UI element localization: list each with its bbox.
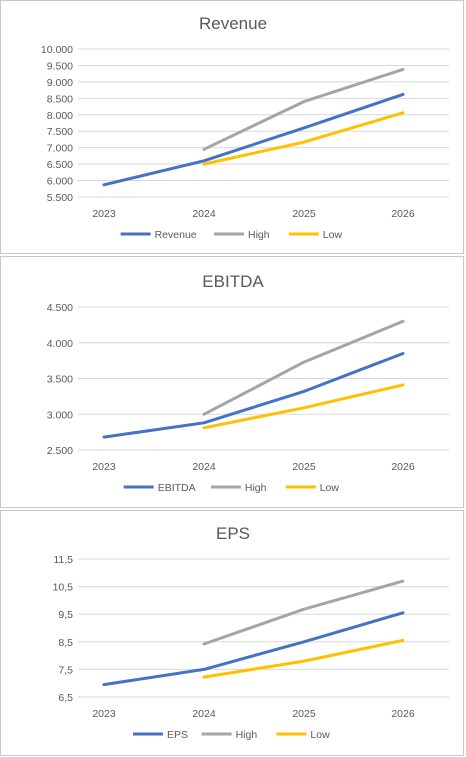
y-tick-label: 7,5 [58,664,73,676]
y-tick-label: 11,5 [53,554,73,566]
series-line-ebitda [102,352,405,439]
legend-label-high: High [236,729,258,741]
legend-label-high: High [248,229,270,241]
eps-chart-panel: EPS 6,5 7,5 8,5 9,5 10,5 11,5 2023 2024 2025 2026 E… [0,510,464,756]
revenue-chart-panel: Revenue 5.500 6.000 6.500 7.000 7.500 8.000 8.5… [0,0,464,254]
x-tick-label: 2025 [292,461,316,473]
x-tick-label: 2026 [391,461,415,473]
x-tick-label: 2025 [292,208,316,220]
y-tick-label: 7.500 [47,126,73,138]
series-line-high [202,319,405,416]
legend-label-low: Low [323,229,343,241]
x-tick-label: 2023 [92,708,116,720]
y-tick-label: 5.500 [47,192,73,204]
y-tick-label: 6,5 [58,692,73,704]
ebitda-chart-panel: EBITDA 2.500 3.000 3.500 4.000 4.500 2023 2024 2… [0,256,464,508]
y-tick-label: 10.000 [41,44,73,56]
x-tick-label: 2024 [192,708,216,720]
y-tick-label: 9.500 [47,60,73,72]
series-line-low [202,383,405,430]
revenue-chart: Revenue 5.500 6.000 6.500 7.000 7.500 8.000 8.5… [41,14,449,241]
legend-label-eps: EPS [167,729,188,741]
x-tick-label: 2024 [192,208,216,220]
x-tick-label: 2023 [92,461,116,473]
legend-label-ebitda: EBITDA [158,482,196,494]
series-line-low [202,111,405,166]
x-tick-label: 2024 [192,461,216,473]
y-tick-label: 3.500 [47,374,73,386]
y-tick-label: 6.500 [47,159,73,171]
ebitda-chart: EBITDA 2.500 3.000 3.500 4.000 4.500 2023 2024 2… [47,272,449,494]
y-tick-label: 9.000 [47,77,73,89]
x-tick-label: 2026 [391,208,415,220]
series-line-eps [102,611,405,687]
legend-label-low: Low [310,729,330,741]
y-tick-label: 8.500 [47,93,73,105]
chart-title: EPS [216,524,250,543]
y-tick-label: 4.000 [47,338,73,350]
y-tick-label: 3.000 [47,409,73,421]
x-tick-label: 2025 [292,708,316,720]
x-tick-label: 2023 [92,208,116,220]
legend-label-high: High [245,482,267,494]
y-tick-label: 4.500 [47,302,73,314]
y-tick-label: 2.500 [47,445,73,457]
y-tick-label: 8.000 [47,110,73,122]
y-tick-label: 7.000 [47,143,73,155]
x-tick-label: 2026 [391,708,415,720]
legend-label-revenue: Revenue [155,229,197,241]
y-tick-label: 8,5 [58,637,73,649]
legend-label-low: Low [320,482,340,494]
chart-title: Revenue [199,14,267,33]
series-line-high [202,579,405,646]
series-line-revenue [102,92,405,187]
eps-chart: EPS 6,5 7,5 8,5 9,5 10,5 11,5 2023 2024 2025 2026 E… [53,524,449,741]
series-line-high [202,67,405,151]
chart-title: EBITDA [202,272,264,291]
series-line-low [202,638,405,679]
y-tick-label: 9,5 [58,609,73,621]
y-tick-label: 10,5 [53,582,74,594]
y-tick-label: 6.000 [47,176,73,188]
